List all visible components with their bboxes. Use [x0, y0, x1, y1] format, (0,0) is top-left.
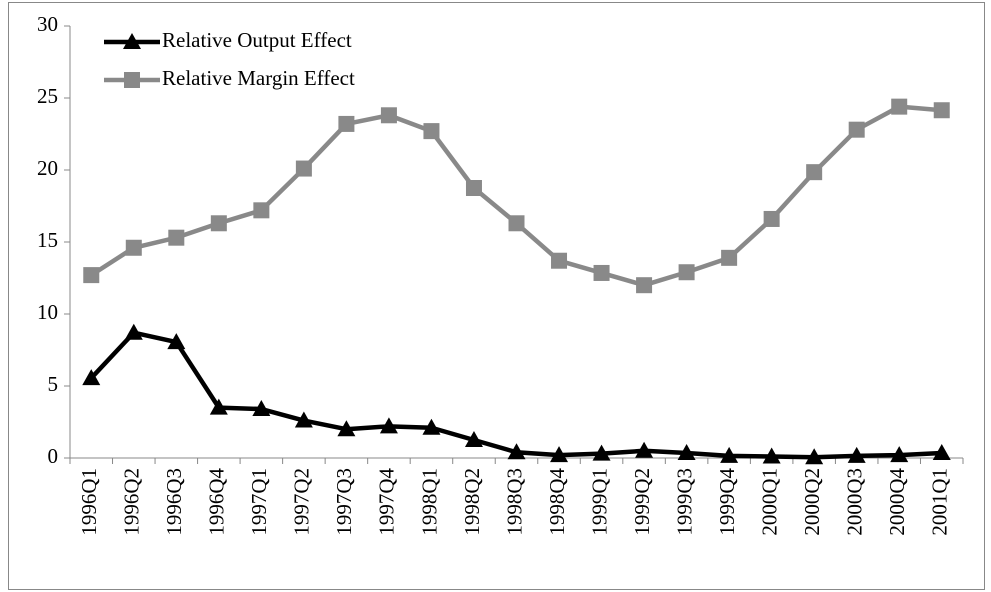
y-tick-label: 5 [48, 372, 59, 396]
marker [125, 239, 142, 256]
marker [379, 417, 398, 434]
marker [422, 418, 441, 435]
marker [423, 123, 440, 140]
x-tick-label: 1998Q4 [545, 468, 569, 536]
marker [83, 267, 100, 284]
marker [252, 400, 271, 417]
marker [337, 420, 356, 437]
marker [551, 252, 568, 269]
marker [635, 441, 654, 458]
legend-label: Relative Output Effect [162, 28, 352, 52]
x-tick-label: 1997Q2 [290, 468, 314, 536]
y-tick-label: 30 [37, 12, 58, 36]
x-tick-label: 1997Q1 [247, 468, 271, 536]
marker [847, 446, 866, 463]
x-tick-label: 1997Q4 [375, 468, 399, 536]
marker [805, 448, 824, 465]
marker [295, 160, 312, 177]
y-tick-label: 0 [48, 444, 59, 468]
marker [762, 447, 781, 464]
x-tick-label: 1996Q1 [77, 468, 101, 536]
marker [508, 215, 525, 232]
marker [167, 333, 186, 350]
marker [763, 210, 780, 227]
x-tick-label: 1999Q3 [672, 468, 696, 536]
x-tick-label: 1998Q3 [502, 468, 526, 536]
legend-marker [124, 72, 140, 88]
x-tick-label: 1999Q2 [630, 468, 654, 536]
x-tick-label: 1996Q4 [205, 468, 229, 536]
marker [82, 369, 101, 386]
marker [636, 277, 653, 294]
marker [464, 431, 483, 447]
y-tick-label: 25 [37, 84, 58, 108]
marker [338, 115, 355, 132]
marker [253, 202, 270, 219]
marker [933, 102, 950, 119]
legend-label: Relative Margin Effect [162, 66, 355, 90]
marker [168, 229, 185, 246]
legend-marker [123, 33, 141, 49]
marker [891, 98, 908, 115]
marker [677, 443, 696, 460]
marker [721, 249, 738, 266]
marker [890, 446, 909, 463]
marker [720, 446, 739, 463]
marker [124, 323, 143, 340]
marker [380, 107, 397, 124]
marker [806, 164, 823, 181]
marker [465, 180, 482, 196]
x-tick-label: 1999Q1 [587, 468, 611, 536]
x-tick-label: 1998Q1 [417, 468, 441, 536]
marker [848, 121, 865, 138]
y-tick-label: 15 [37, 228, 58, 252]
marker [592, 444, 611, 461]
marker [550, 446, 569, 463]
marker [294, 411, 313, 428]
marker [593, 264, 610, 281]
marker [932, 443, 951, 460]
x-tick-label: 2000Q2 [800, 468, 824, 536]
x-tick-label: 2000Q1 [757, 468, 781, 536]
x-tick-label: 1998Q2 [460, 468, 484, 536]
marker [210, 215, 227, 232]
x-tick-label: 1996Q3 [162, 468, 186, 536]
marker [507, 443, 526, 460]
x-tick-label: 2000Q3 [843, 468, 867, 536]
marker [678, 264, 695, 281]
x-tick-label: 1997Q3 [332, 468, 356, 536]
marker [209, 398, 228, 415]
x-tick-label: 1996Q2 [120, 468, 144, 536]
chart-frame [8, 2, 985, 590]
x-tick-label: 1999Q4 [715, 468, 739, 536]
y-tick-label: 10 [37, 300, 58, 324]
y-tick-label: 20 [37, 156, 58, 180]
x-tick-label: 2000Q4 [885, 468, 909, 536]
x-tick-label: 2001Q1 [928, 468, 952, 536]
